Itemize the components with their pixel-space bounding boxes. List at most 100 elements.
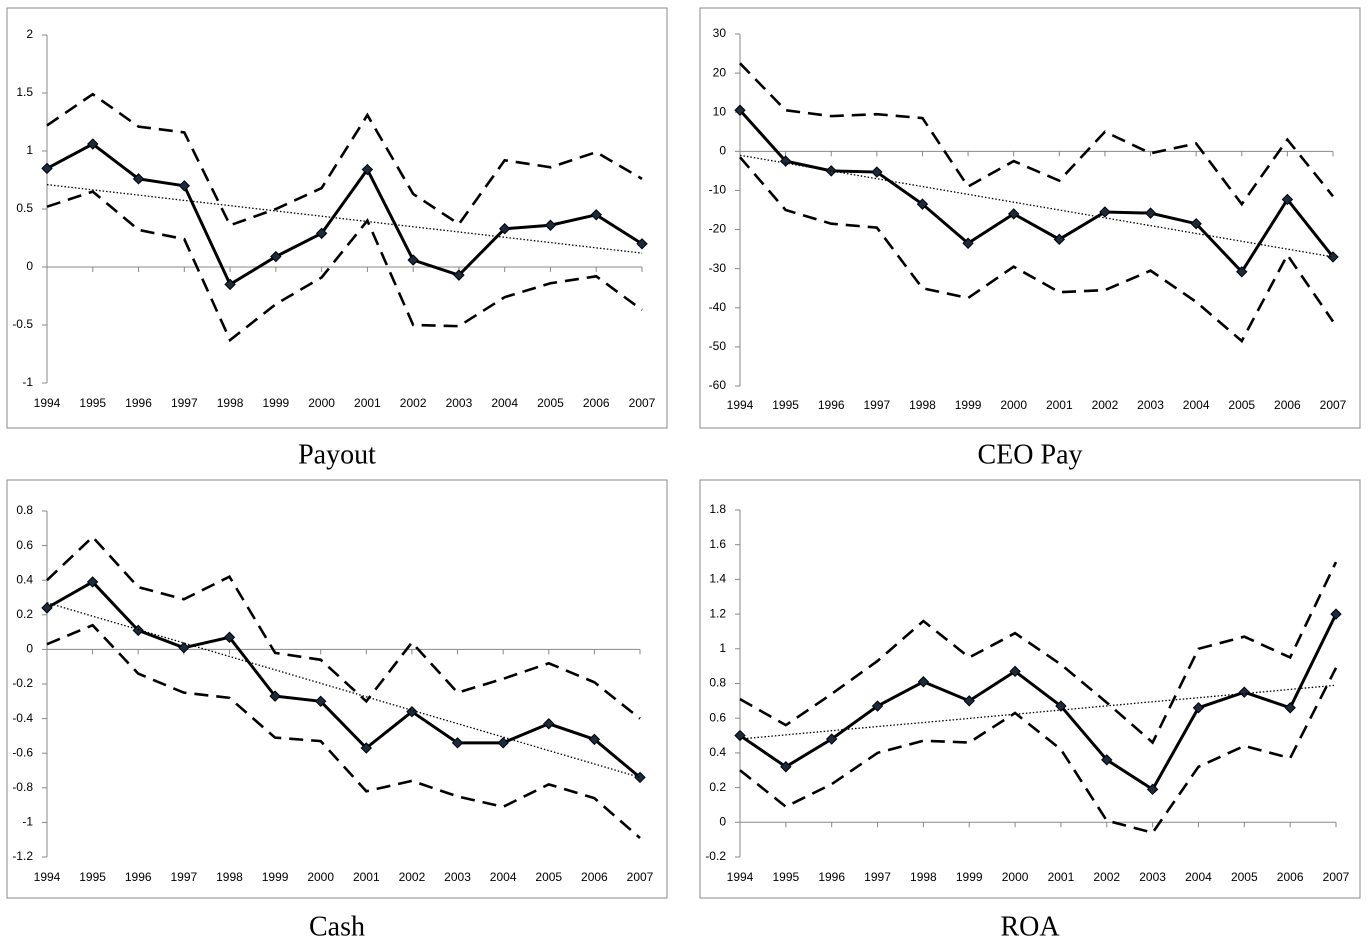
x-tick-label: 1998 bbox=[910, 870, 937, 884]
x-tick-label: 2007 bbox=[1323, 870, 1350, 884]
data-point bbox=[917, 676, 930, 688]
series-line bbox=[738, 109, 1335, 275]
data-point bbox=[963, 695, 975, 707]
x-tick-label: 2003 bbox=[446, 396, 473, 410]
x-tick-label: 2001 bbox=[354, 396, 381, 410]
chart-frame bbox=[699, 479, 1361, 899]
data-point bbox=[360, 742, 373, 754]
chart-caption: Payout bbox=[298, 439, 376, 470]
data-point bbox=[634, 771, 646, 784]
y-tick-label: 0.4 bbox=[16, 572, 33, 586]
x-tick-label: 2000 bbox=[308, 396, 335, 410]
x-tick-label: 2002 bbox=[399, 870, 426, 884]
y-tick-label: -0.2 bbox=[12, 676, 33, 690]
y-tick-label: -0.8 bbox=[12, 780, 33, 794]
series-line bbox=[46, 602, 641, 779]
data-point bbox=[1144, 207, 1157, 219]
x-tick-label: 1997 bbox=[863, 398, 890, 412]
data-point bbox=[361, 163, 374, 176]
data-point bbox=[1053, 233, 1066, 246]
data-point bbox=[315, 227, 328, 240]
x-tick-label: 2005 bbox=[1231, 870, 1258, 884]
x-tick-label: 2003 bbox=[444, 870, 471, 884]
data-point bbox=[406, 705, 418, 718]
chart-panel: -1.2 -1 -0.8 -0.6 -0.4 -0.2 0 0.2 0.4 0.6 0.8 1994 1… bbox=[6, 479, 668, 899]
data-point bbox=[734, 104, 746, 116]
data-point bbox=[269, 690, 281, 702]
data-point bbox=[779, 155, 792, 167]
data-point bbox=[178, 641, 190, 654]
y-tick-label: 20 bbox=[713, 65, 727, 79]
x-tick-label: 2004 bbox=[491, 396, 518, 410]
x-tick-label: 1996 bbox=[818, 870, 845, 884]
y-tick-label: 1 bbox=[26, 143, 33, 157]
data-point bbox=[916, 198, 929, 210]
data-point bbox=[543, 718, 555, 730]
x-tick-label: 1996 bbox=[125, 396, 152, 410]
chart-frame bbox=[699, 7, 1361, 429]
data-point bbox=[825, 165, 837, 177]
x-tick-label: 1995 bbox=[772, 398, 799, 412]
y-tick-label: -0.4 bbox=[12, 711, 33, 725]
y-tick-label: 10 bbox=[713, 104, 727, 118]
x-tick-label: 2003 bbox=[1139, 870, 1166, 884]
data-point bbox=[1099, 206, 1111, 218]
x-tick-label: 2007 bbox=[627, 870, 654, 884]
x-tick-label: 2001 bbox=[1048, 870, 1075, 884]
data-point bbox=[87, 138, 99, 150]
x-tick-label: 1999 bbox=[955, 398, 982, 412]
x-tick-label: 2005 bbox=[537, 396, 564, 410]
x-tick-label: 1998 bbox=[216, 870, 243, 884]
chart-caption: CEO Pay bbox=[978, 439, 1083, 470]
y-tick-label: -40 bbox=[709, 300, 727, 314]
y-tick-label: -1.2 bbox=[12, 849, 33, 863]
data-point bbox=[871, 166, 883, 178]
data-point bbox=[636, 238, 648, 250]
chart-panel: -0.2 0 0.2 0.4 0.6 0.8 1 1.2 1.4 1.6 1.8 1994 1995 19… bbox=[699, 479, 1361, 899]
x-tick-label: 1996 bbox=[818, 398, 845, 412]
x-tick-label: 2001 bbox=[353, 870, 380, 884]
x-tick-label: 1997 bbox=[171, 396, 198, 410]
data-point bbox=[407, 254, 419, 266]
x-tick-label: 2001 bbox=[1046, 398, 1073, 412]
data-point bbox=[590, 209, 602, 221]
x-tick-label: 2005 bbox=[1228, 398, 1255, 412]
x-tick-label: 1996 bbox=[125, 870, 152, 884]
y-tick-label: 0 bbox=[719, 814, 726, 828]
chart-caption: Cash bbox=[309, 911, 365, 942]
y-tick-label: 1.6 bbox=[709, 537, 726, 551]
data-point bbox=[270, 250, 282, 263]
series-line bbox=[739, 154, 1334, 258]
x-tick-label: 1997 bbox=[170, 870, 197, 884]
y-tick-label: 1.4 bbox=[709, 572, 726, 586]
data-point bbox=[1009, 665, 1021, 678]
x-tick-label: 1999 bbox=[262, 870, 289, 884]
x-tick-label: 2000 bbox=[307, 870, 334, 884]
y-tick-label: -0.6 bbox=[12, 745, 33, 759]
data-point bbox=[1327, 251, 1339, 263]
x-tick-label: 2007 bbox=[1320, 398, 1347, 412]
data-point bbox=[1192, 702, 1205, 714]
y-tick-label: 1.8 bbox=[709, 502, 726, 516]
x-tick-label: 2005 bbox=[535, 870, 562, 884]
x-tick-label: 1998 bbox=[909, 398, 936, 412]
x-tick-label: 2004 bbox=[1185, 870, 1212, 884]
data-point bbox=[1281, 193, 1294, 206]
x-tick-label: 1995 bbox=[772, 870, 799, 884]
x-tick-label: 2006 bbox=[581, 870, 608, 884]
series-line bbox=[739, 561, 1338, 745]
y-tick-label: 0.6 bbox=[709, 710, 726, 724]
x-tick-label: 2000 bbox=[1000, 398, 1027, 412]
data-point bbox=[498, 223, 511, 235]
series-line bbox=[46, 142, 643, 287]
y-tick-label: 0 bbox=[26, 642, 33, 656]
data-point bbox=[41, 602, 53, 614]
data-point bbox=[544, 219, 557, 231]
y-tick-label: 0.2 bbox=[16, 607, 33, 621]
x-tick-label: 2007 bbox=[629, 396, 656, 410]
y-tick-label: 0.8 bbox=[16, 503, 33, 517]
x-tick-label: 2003 bbox=[1137, 398, 1164, 412]
data-point bbox=[1330, 608, 1342, 620]
y-tick-label: -0.5 bbox=[12, 317, 33, 331]
